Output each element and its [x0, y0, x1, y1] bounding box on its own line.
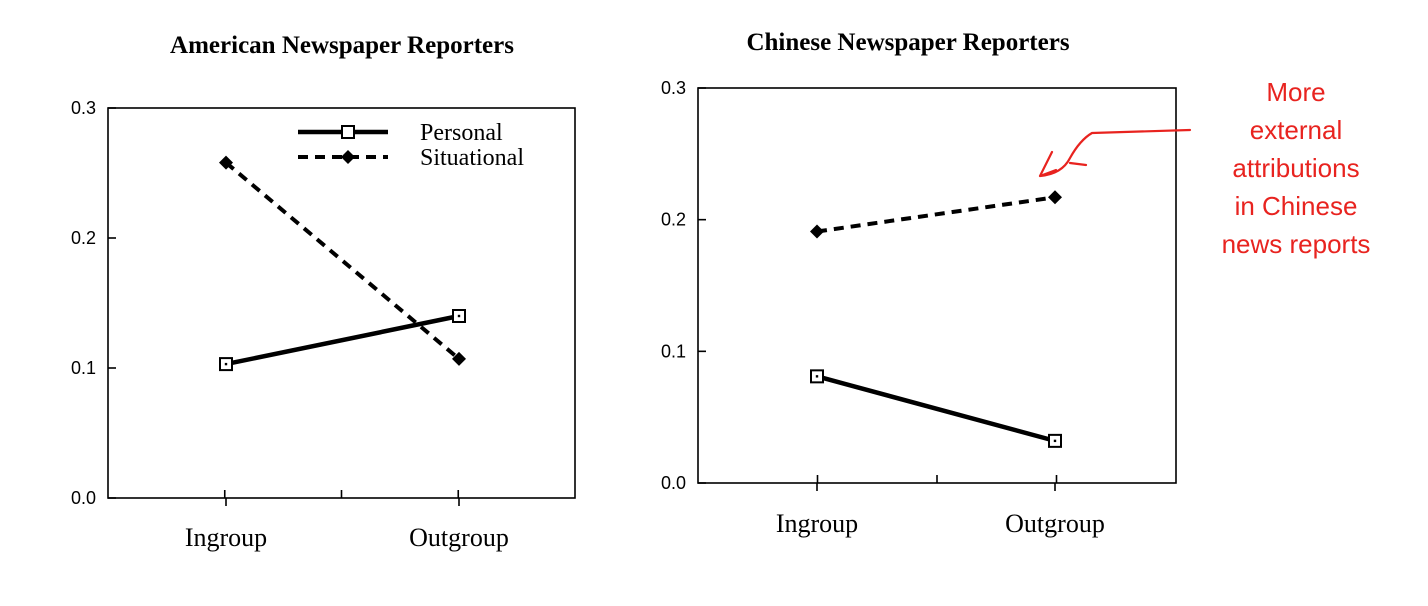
annotation-line: in Chinese [1234, 191, 1358, 221]
legend-label-situational: Situational [420, 145, 524, 171]
annotation-line: external [1249, 115, 1343, 145]
annotation-text: More external attributions in Chinese ne… [1196, 73, 1396, 263]
annotation-line: news reports [1221, 229, 1371, 259]
legend-label-personal: Personal [420, 120, 503, 146]
series-line-situational [816, 195, 1056, 234]
x-category-label: Outgroup [409, 523, 509, 552]
chart-chinese: Chinese Newspaper Reporters 0.3 0.2 0.1 0.0 I… [661, 29, 1177, 538]
y-tick-label: 0.2 [71, 228, 96, 248]
data-point-diamond [1048, 190, 1062, 205]
series-line-situational [224, 161, 461, 361]
annotation-line: attributions [1232, 153, 1360, 183]
y-tick-label: 0.2 [661, 210, 686, 230]
chart-title: Chinese Newspaper Reporters [746, 29, 1069, 56]
annotation-arrow [1038, 128, 1192, 178]
legend-marker-personal [341, 125, 355, 139]
data-point-diamond [810, 224, 824, 239]
data-point-square-center [224, 362, 228, 366]
chart-title: American Newspaper Reporters [170, 32, 514, 59]
x-category-label: Ingroup [185, 523, 267, 552]
y-tick-label: 0.3 [661, 78, 686, 98]
plot-frame [697, 87, 1177, 484]
data-point-diamond [219, 155, 233, 170]
y-tick-label: 0.1 [71, 358, 96, 378]
series-line-personal [225, 313, 460, 367]
y-tick-label: 0.3 [71, 98, 96, 118]
series-line-personal [816, 374, 1056, 444]
data-point-diamond [452, 351, 466, 366]
x-category-label: Outgroup [1005, 509, 1105, 538]
x-category-label: Ingroup [776, 509, 858, 538]
y-tick-label: 0.0 [71, 488, 96, 508]
data-point-square-center [815, 375, 819, 378]
chart-american: American Newspaper Reporters 0.3 0.2 0.1 0.0… [71, 32, 576, 552]
data-point-square-center [457, 314, 461, 318]
annotation-line: More [1266, 77, 1326, 107]
legend-marker-situational [341, 150, 355, 164]
y-tick-label: 0.0 [661, 473, 686, 493]
data-point-square-center [1053, 439, 1057, 443]
y-tick-label: 0.1 [661, 341, 686, 361]
